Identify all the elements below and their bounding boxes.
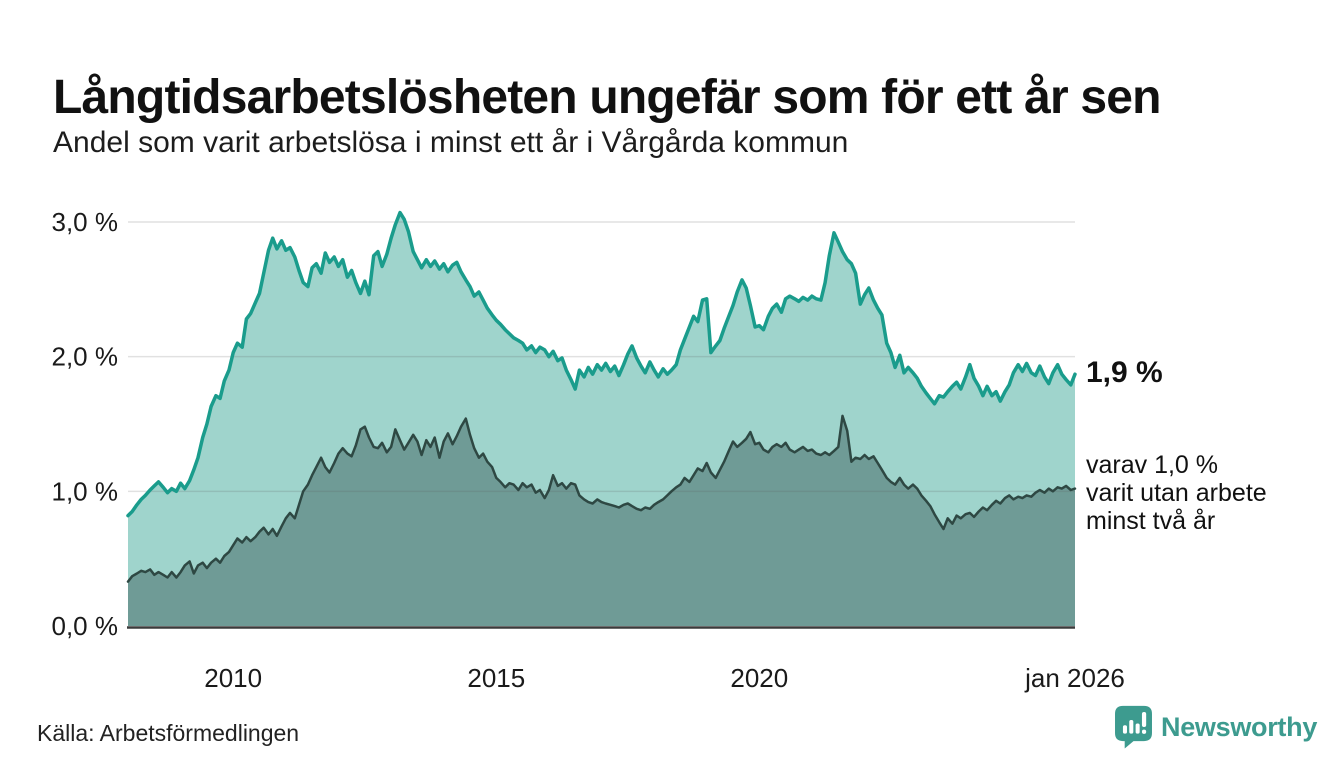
end-note-line: minst två år: [1086, 507, 1216, 535]
end-note-annotation: varav 1,0 % varit utan arbete minst två …: [1086, 451, 1267, 535]
chart-subtitle: Andel som varit arbetslösa i minst ett å…: [53, 126, 849, 159]
newsworthy-logo: Newsworthy: [1114, 705, 1317, 749]
x-axis-tick-label: 2020: [730, 663, 788, 693]
y-axis-tick-label: 0,0 %: [52, 611, 119, 641]
end-value-label: 1,9 %: [1086, 356, 1163, 389]
y-axis-tick-label: 2,0 %: [52, 342, 119, 372]
newsworthy-icon: [1115, 705, 1152, 749]
x-axis-tick-label: 2010: [204, 663, 262, 693]
page-title: Långtidsarbetslösheten ungefär som för e…: [53, 71, 1162, 125]
newsworthy-wordmark: Newsworthy: [1161, 711, 1318, 742]
x-axis-tick-label: 2015: [467, 663, 525, 693]
source-note: Källa: Arbetsförmedlingen: [37, 720, 300, 746]
end-note-line: varav 1,0 %: [1086, 451, 1219, 479]
y-axis-tick-label: 1,0 %: [52, 476, 119, 506]
x-axis-tick-label: jan 2026: [1024, 663, 1125, 693]
y-axis-tick-label: 3,0 %: [52, 207, 119, 237]
end-note-line: varit utan arbete: [1086, 479, 1267, 507]
